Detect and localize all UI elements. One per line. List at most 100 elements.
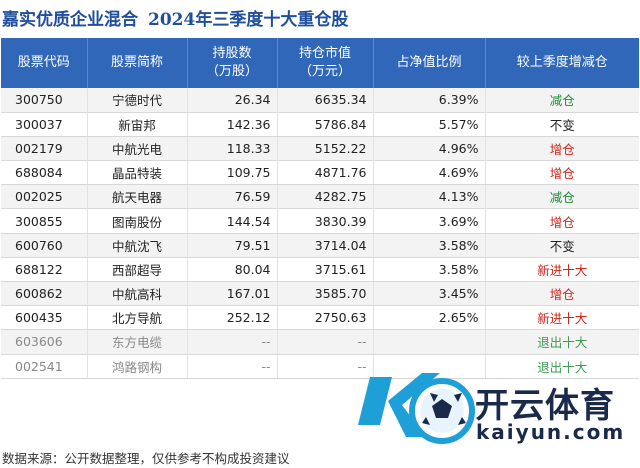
table-row: 002025 航天电器 76.59 4282.75 4.13% 减仓 <box>1 184 639 210</box>
table-row: 002541 鸿路钢构 -- -- 退出十大 <box>1 354 639 379</box>
stock-name-cell: 鸿路钢构 <box>87 354 188 379</box>
stock-code-cell: 688122 <box>1 257 88 283</box>
net-value-ratio-cell: 4.69% <box>373 160 486 186</box>
shares-cell: 118.33 <box>187 136 278 162</box>
stock-name-cell: 北方导航 <box>87 305 188 331</box>
position-change-cell: 不变 <box>485 112 639 137</box>
stock-code-cell: 002541 <box>1 354 88 379</box>
position-change-label: 新进十大 <box>537 262 588 278</box>
shares-cell: 142.36 <box>187 112 278 137</box>
position-change-cell: 退出十大 <box>485 354 639 379</box>
net-value-ratio-cell: 3.69% <box>373 208 486 234</box>
table-row: 600760 中航沈飞 79.51 3714.04 3.58% 不变 <box>1 233 639 258</box>
position-change-label: 增仓 <box>549 287 575 303</box>
position-change-label: 新进十大 <box>537 311 588 327</box>
table-row: 300855 图南股份 144.54 3830.39 3.69% 增仓 <box>1 208 639 234</box>
net-value-ratio-cell: 2.65% <box>373 305 486 331</box>
market-value-cell: 3585.70 <box>277 281 374 307</box>
stock-name-cell: 中航沈飞 <box>87 233 188 258</box>
net-value-ratio-cell: 3.45% <box>373 281 486 307</box>
net-value-ratio-cell: 4.13% <box>373 184 486 210</box>
stock-code-cell: 300037 <box>1 112 88 137</box>
market-value-cell: 3715.61 <box>277 257 374 283</box>
column-header-name: 股票简称 <box>87 38 188 88</box>
position-change-cell: 增仓 <box>485 160 639 186</box>
market-value-cell: -- <box>277 329 374 355</box>
position-change-cell: 新进十大 <box>485 305 639 331</box>
shares-cell: 109.75 <box>187 160 278 186</box>
market-value-cell: 2750.63 <box>277 305 374 331</box>
table-row: 600435 北方导航 252.12 2750.63 2.65% 新进十大 <box>1 305 639 331</box>
shares-cell: 26.34 <box>187 88 278 113</box>
stock-code-cell: 688084 <box>1 160 88 186</box>
market-value-cell: 5152.22 <box>277 136 374 162</box>
stock-name-cell: 图南股份 <box>87 208 188 234</box>
table-row: 002179 中航光电 118.33 5152.22 4.96% 增仓 <box>1 136 639 162</box>
stock-name-cell: 中航光电 <box>87 136 188 162</box>
page-title: 嘉实优质企业混合 2024年三季度十大重仓股 <box>0 0 640 34</box>
stock-name-cell: 航天电器 <box>87 184 188 210</box>
position-change-cell: 增仓 <box>485 281 639 307</box>
holdings-table: 股票代码 股票简称 持股数 （万股） 持仓市值 （万元） 占净值比例 较上季度增减仓… <box>1 38 639 379</box>
shares-cell: -- <box>187 354 278 379</box>
table-row: 300037 新宙邦 142.36 5786.84 5.57% 不变 <box>1 112 639 137</box>
market-value-cell: 4871.76 <box>277 160 374 186</box>
market-value-cell: 3830.39 <box>277 208 374 234</box>
table-row: 603606 东方电缆 -- -- 退出十大 <box>1 329 639 355</box>
column-header-value: 持仓市值 （万元） <box>277 38 374 88</box>
shares-cell: 80.04 <box>187 257 278 283</box>
table-row: 688122 西部超导 80.04 3715.61 3.58% 新进十大 <box>1 257 639 283</box>
market-value-cell: 4282.75 <box>277 184 374 210</box>
net-value-ratio-cell: 3.58% <box>373 257 486 283</box>
market-value-cell: -- <box>277 354 374 379</box>
column-header-code: 股票代码 <box>1 38 88 88</box>
net-value-ratio-cell: 3.58% <box>373 233 486 258</box>
table-header-row: 股票代码 股票简称 持股数 （万股） 持仓市值 （万元） 占净值比例 较上季度增减仓 <box>1 38 639 88</box>
stock-code-cell: 603606 <box>1 329 88 355</box>
stock-code-cell: 300750 <box>1 88 88 113</box>
position-change-cell: 新进十大 <box>485 257 639 283</box>
report-subtitle: 2024年三季度十大重仓股 <box>148 9 349 30</box>
market-value-cell: 6635.34 <box>277 88 374 113</box>
net-value-ratio-cell: 4.96% <box>373 136 486 162</box>
position-change-label: 增仓 <box>549 166 575 182</box>
stock-name-cell: 晶品特装 <box>87 160 188 186</box>
position-change-cell: 增仓 <box>485 208 639 234</box>
shares-cell: 76.59 <box>187 184 278 210</box>
stock-code-cell: 600435 <box>1 305 88 331</box>
position-change-cell: 减仓 <box>485 88 639 113</box>
shares-cell: 79.51 <box>187 233 278 258</box>
stock-code-cell: 600862 <box>1 281 88 307</box>
market-value-cell: 3714.04 <box>277 233 374 258</box>
fund-name: 嘉实优质企业混合 <box>2 9 138 30</box>
net-value-ratio-cell: 5.57% <box>373 112 486 137</box>
brand-watermark-domain: kaiyun.com <box>476 420 626 444</box>
position-change-label: 增仓 <box>549 141 575 157</box>
position-change-label: 减仓 <box>549 190 575 206</box>
position-change-label: 不变 <box>549 117 575 133</box>
position-change-label: 增仓 <box>549 214 575 230</box>
net-value-ratio-cell: 6.39% <box>373 88 486 113</box>
shares-cell: 252.12 <box>187 305 278 331</box>
position-change-label: 退出十大 <box>537 359 588 375</box>
stock-code-cell: 002025 <box>1 184 88 210</box>
stock-name-cell: 宁德时代 <box>87 88 188 113</box>
position-change-cell: 退出十大 <box>485 329 639 355</box>
stock-name-cell: 新宙邦 <box>87 112 188 137</box>
table-row: 600862 中航高科 167.01 3585.70 3.45% 增仓 <box>1 281 639 307</box>
data-source-note: 数据来源：公开数据整理，仅供参考不构成投资建议 <box>2 451 290 466</box>
column-header-shares: 持股数 （万股） <box>187 38 278 88</box>
stock-name-cell: 东方电缆 <box>87 329 188 355</box>
stock-code-cell: 002179 <box>1 136 88 162</box>
net-value-ratio-cell <box>373 329 486 355</box>
stock-code-cell: 300855 <box>1 208 88 234</box>
market-value-cell: 5786.84 <box>277 112 374 137</box>
brand-watermark-name: 开云体育 <box>475 386 615 426</box>
position-change-label: 退出十大 <box>537 335 588 351</box>
shares-cell: 167.01 <box>187 281 278 307</box>
table-row: 300750 宁德时代 26.34 6635.34 6.39% 减仓 <box>1 88 639 113</box>
position-change-cell: 减仓 <box>485 184 639 210</box>
shares-cell: 144.54 <box>187 208 278 234</box>
column-header-change: 较上季度增减仓 <box>485 38 639 88</box>
position-change-cell: 不变 <box>485 233 639 258</box>
